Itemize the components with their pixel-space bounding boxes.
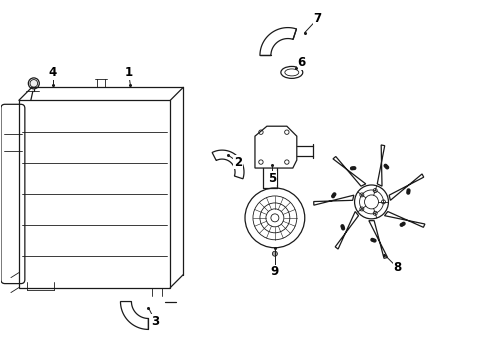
Text: 3: 3 (151, 315, 159, 328)
Circle shape (384, 165, 387, 167)
Circle shape (371, 238, 373, 241)
Circle shape (333, 193, 336, 195)
Circle shape (385, 165, 388, 168)
Text: 1: 1 (124, 66, 132, 79)
Text: 6: 6 (297, 56, 306, 69)
Circle shape (402, 222, 405, 225)
Circle shape (342, 226, 344, 229)
Circle shape (28, 78, 39, 89)
Text: 5: 5 (268, 171, 276, 185)
Circle shape (352, 167, 354, 170)
Circle shape (353, 167, 356, 170)
Circle shape (341, 225, 343, 228)
Circle shape (373, 239, 376, 242)
Text: 4: 4 (49, 66, 57, 79)
Text: 8: 8 (393, 261, 401, 274)
Circle shape (372, 239, 375, 242)
Circle shape (386, 166, 389, 169)
Circle shape (401, 223, 404, 226)
Text: 9: 9 (271, 265, 279, 278)
Circle shape (332, 194, 335, 197)
Text: 7: 7 (314, 12, 322, 25)
Circle shape (407, 192, 410, 194)
Circle shape (272, 251, 277, 256)
Circle shape (332, 195, 334, 198)
Text: 2: 2 (234, 156, 242, 168)
Circle shape (351, 167, 353, 170)
Circle shape (342, 227, 344, 230)
Circle shape (407, 190, 410, 193)
Circle shape (407, 189, 410, 192)
Circle shape (400, 224, 403, 226)
